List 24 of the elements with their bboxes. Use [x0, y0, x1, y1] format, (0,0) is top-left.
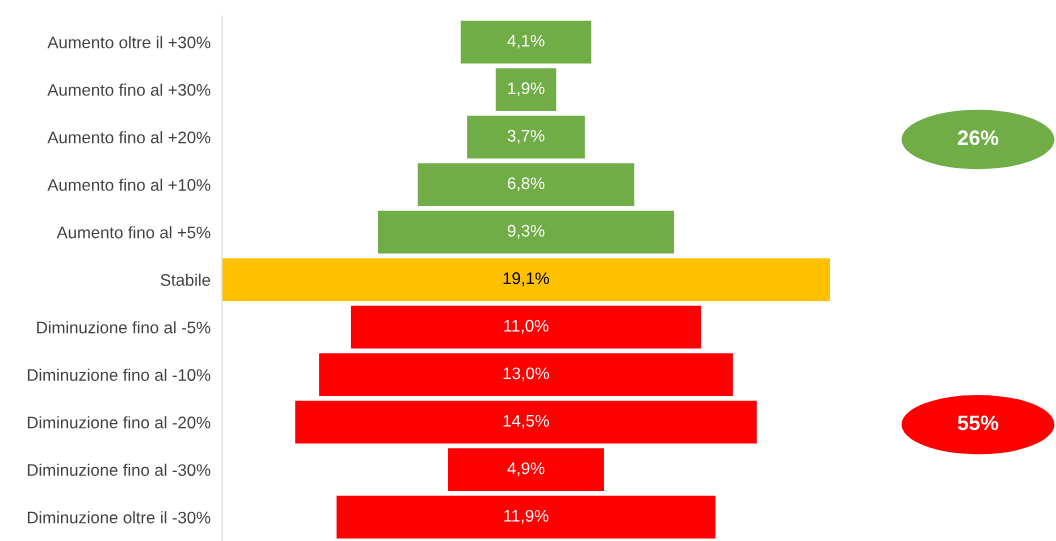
data-label: 3,7% — [507, 129, 545, 144]
category-label: Aumento fino al +10% — [47, 178, 211, 191]
category-label: Diminuzione fino al -30% — [27, 463, 211, 476]
data-label: 11,0% — [504, 319, 549, 334]
data-label: 6,8% — [507, 177, 545, 192]
data-label: 1,9% — [508, 82, 545, 97]
category-label: Diminuzione fino al -5% — [37, 321, 211, 334]
data-label: 9,3% — [507, 224, 545, 239]
category-label: Diminuzione fino al -20% — [27, 416, 211, 429]
data-label: 4,1% — [507, 34, 545, 49]
category-label: Aumento fino al +5% — [56, 226, 211, 239]
category-label: Diminuzione oltre il -30% — [27, 511, 211, 524]
category-label: Aumento oltre il +30% — [47, 36, 211, 49]
data-label: 11,9% — [504, 509, 549, 524]
category-label: Aumento fino al +30% — [47, 83, 211, 96]
data-label: 14,5% — [503, 414, 550, 429]
text: 26% — [957, 130, 999, 146]
category-label: Aumento fino al +20% — [47, 131, 211, 144]
text: 55% — [957, 415, 999, 431]
data-label: 4,9% — [507, 462, 545, 477]
category-label: Stabile — [160, 273, 211, 286]
data-label: 13,0% — [503, 367, 550, 382]
category-label: Diminuzione fino al -10% — [27, 368, 211, 381]
data-label: 19,1% — [503, 272, 550, 287]
